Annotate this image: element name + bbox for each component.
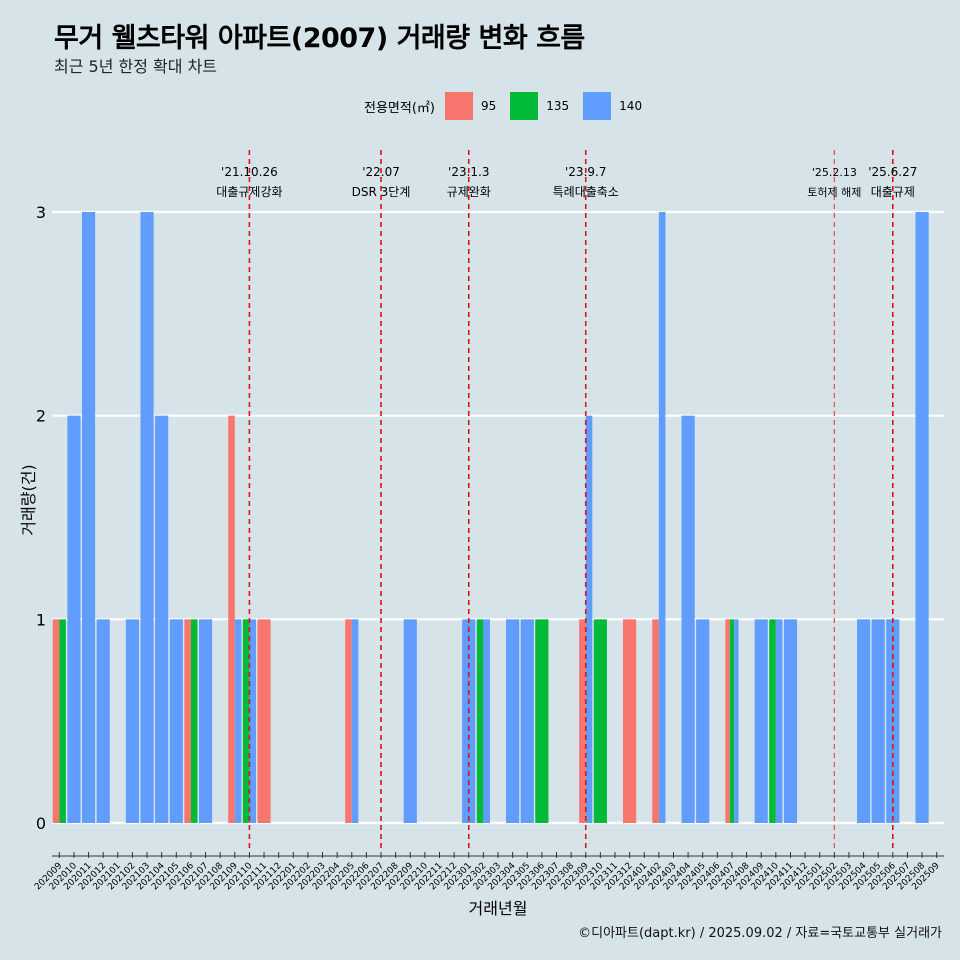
bar-95-202111 — [257, 619, 271, 823]
bar-140-202404 — [681, 415, 695, 823]
event-date: '23.9.7 — [565, 165, 606, 179]
source-caption: ©디아파트(dapt.kr) / 2025.09.02 / 자료=국토교통부 실… — [578, 926, 942, 941]
bar-140-202205 — [351, 619, 359, 823]
bar-140-202508 — [915, 212, 929, 823]
bar-140-202305 — [520, 619, 534, 823]
bar-95-202312 — [623, 619, 637, 823]
event-date: '25.2.13 — [812, 166, 857, 179]
bar-140-202302 — [483, 619, 490, 823]
bar-140-202504 — [856, 619, 871, 823]
bar-140-202209 — [403, 619, 417, 823]
event-date: '25.6.27 — [868, 165, 917, 179]
event-label: 대출규제강화 — [216, 185, 282, 199]
y-tick-label: 1 — [36, 610, 46, 629]
legend-item-135: 135 — [510, 92, 573, 120]
legend-title: 전용면적(㎡) — [364, 100, 435, 116]
event-label: 토허제 해제 — [807, 185, 861, 199]
bar-140-202103 — [140, 212, 154, 823]
chart-subtitle: 최근 5년 한정 확대 차트 — [54, 57, 218, 76]
bar-135-202009 — [59, 619, 66, 823]
legend-swatch-95 — [444, 92, 473, 120]
legend-label-140: 140 — [619, 99, 643, 113]
bar-135-202306 — [535, 619, 549, 823]
legend-label-135: 135 — [546, 99, 570, 113]
legend-label-95: 95 — [480, 99, 497, 113]
bar-135-202302 — [476, 619, 484, 823]
bar-140-202309 — [585, 415, 593, 823]
event-label: 규제완화 — [447, 185, 491, 199]
bar-140-202407 — [734, 619, 739, 823]
bar-135-202410 — [769, 619, 776, 823]
bar-95-202309 — [579, 619, 586, 823]
bar-140-202107 — [198, 619, 213, 823]
event-label: 특례대출축소 — [553, 185, 619, 199]
bar-140-202105 — [169, 619, 183, 823]
chart-title: 무거 웰츠타워 아파트(2007) 거래량 변화 흐름 — [54, 23, 585, 54]
legend-swatch-140 — [583, 92, 612, 120]
event-label: DSR 3단계 — [352, 185, 411, 199]
bar-135-202310 — [593, 619, 607, 823]
bar-140-202505 — [871, 619, 885, 823]
legend-item-95: 95 — [444, 92, 500, 120]
bar-140-202010 — [67, 415, 81, 823]
bar-140-202410 — [775, 619, 783, 823]
bar-95-202109 — [228, 415, 235, 823]
event-date: '21.10.26 — [221, 165, 278, 179]
bar-140-202109 — [234, 619, 242, 823]
bar-140-202411 — [783, 619, 798, 823]
bar-95-202205 — [345, 619, 352, 823]
bar-135-202407 — [729, 619, 735, 823]
bar-95-202402 — [652, 619, 659, 823]
bar-140-202409 — [754, 619, 768, 823]
legend: 전용면적(㎡) 95 135 140 — [364, 92, 656, 120]
bar-140-202402 — [658, 212, 666, 823]
bar-140-202104 — [155, 415, 169, 823]
bar-95-202009 — [52, 619, 60, 823]
bar-140-202405 — [696, 619, 710, 823]
event-date: '22.07 — [362, 165, 400, 179]
bar-95-202106 — [184, 619, 191, 823]
bar-140-202304 — [506, 619, 520, 823]
bar-140-202102 — [125, 619, 140, 823]
y-tick-label: 2 — [36, 407, 46, 426]
bar-140-202011 — [81, 212, 96, 823]
y-tick-label: 3 — [36, 203, 46, 222]
event-date: '23.1.3 — [448, 165, 489, 179]
event-label: 대출규제 — [871, 185, 915, 199]
y-tick-label: 0 — [36, 814, 46, 833]
y-axis-title: 거래량(건) — [19, 464, 38, 535]
legend-item-140: 140 — [583, 92, 646, 120]
bar-140-202110 — [249, 619, 256, 823]
legend-swatch-135 — [510, 92, 539, 120]
bar-140-202012 — [96, 619, 110, 823]
x-axis-title: 거래년월 — [469, 899, 528, 918]
bar-135-202106 — [190, 619, 198, 823]
bar-95-202407 — [725, 619, 730, 823]
bar-135-202110 — [242, 619, 250, 823]
